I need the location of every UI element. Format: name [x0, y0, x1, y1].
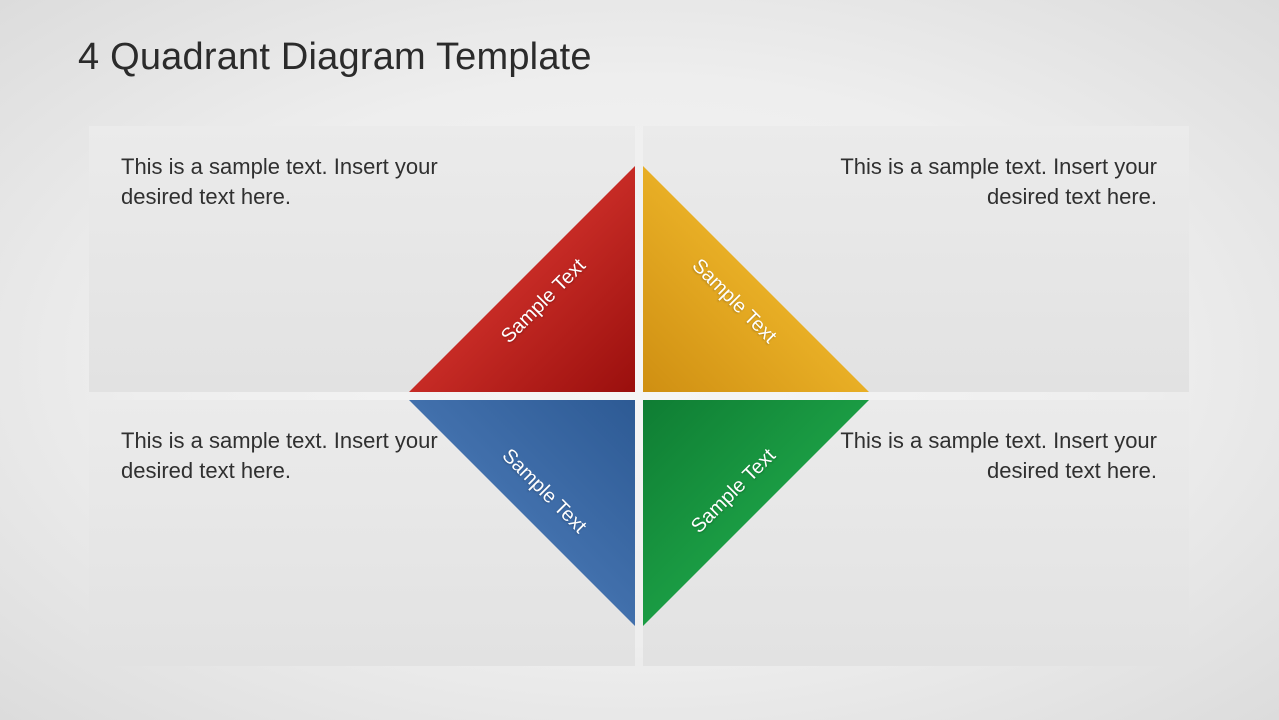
slide: 4 Quadrant Diagram Template This is a sa… [0, 0, 1279, 720]
quadrant-body: This is a sample text. Insert your desir… [827, 426, 1157, 485]
quadrant-top-left: This is a sample text. Insert your desir… [89, 126, 635, 392]
quadrant-body: This is a sample text. Insert your desir… [121, 152, 451, 211]
slide-title: 4 Quadrant Diagram Template [78, 36, 592, 79]
quadrant-body: This is a sample text. Insert your desir… [121, 426, 451, 485]
quadrant-grid: This is a sample text. Insert your desir… [89, 126, 1189, 666]
quadrant-bottom-left: This is a sample text. Insert your desir… [89, 400, 635, 666]
quadrant-top-right: This is a sample text. Insert your desir… [643, 126, 1189, 392]
quadrant-bottom-right: This is a sample text. Insert your desir… [643, 400, 1189, 666]
quadrant-body: This is a sample text. Insert your desir… [827, 152, 1157, 211]
